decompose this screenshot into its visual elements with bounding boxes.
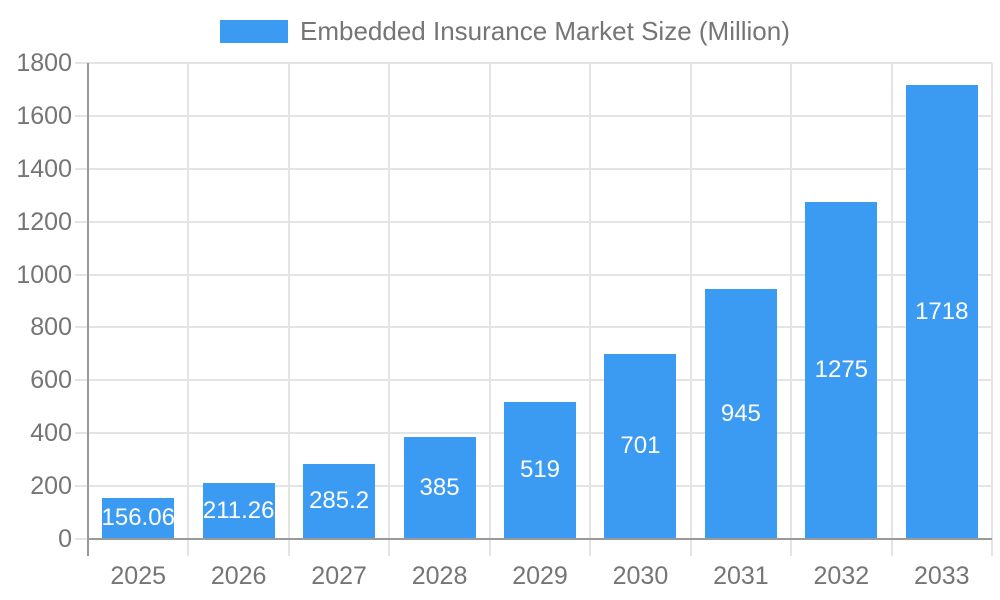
gridline-y-1400 — [88, 167, 992, 170]
x-axis-tick-9 — [991, 539, 993, 556]
y-axis-tick-200 — [75, 485, 88, 488]
x-axis-label-2031: 2031 — [713, 562, 769, 590]
bar-2028[interactable]: 385 — [403, 437, 476, 539]
y-axis-label-800: 800 — [30, 313, 72, 342]
bar-value-label-2033: 1718 — [915, 297, 969, 325]
bar-2027[interactable]: 285.2 — [303, 463, 376, 539]
y-axis-tick-1400 — [75, 167, 88, 170]
legend-swatch — [220, 19, 288, 43]
bar-value-label-2028: 385 — [419, 474, 460, 502]
bar-value-label-2032: 1275 — [814, 356, 869, 384]
gridline-y-1600 — [88, 114, 992, 117]
bar-value-label-2031: 945 — [720, 400, 761, 428]
bar-2033[interactable]: 1718 — [905, 84, 978, 539]
gridline-y-800 — [88, 326, 992, 329]
y-axis-tick-400 — [75, 432, 88, 435]
gridline-y-1000 — [88, 273, 992, 276]
bar-value-label-2025: 156.06 — [101, 504, 175, 532]
x-axis-label-2032: 2032 — [813, 562, 870, 590]
y-axis-label-1600: 1600 — [16, 101, 72, 130]
gridline-y-600 — [88, 379, 992, 382]
bar-2032[interactable]: 1275 — [805, 201, 878, 539]
bar-2025[interactable]: 156.06 — [101, 497, 175, 539]
y-axis-label-1000: 1000 — [16, 260, 72, 289]
y-axis-label-1800: 1800 — [16, 49, 72, 77]
gridline-x-9 — [991, 63, 993, 539]
gridline-y-1800 — [88, 62, 992, 64]
y-axis-tick-800 — [75, 326, 88, 329]
y-axis-tick-1800 — [75, 62, 88, 64]
y-axis-label-600: 600 — [30, 366, 72, 395]
y-axis-label-400: 400 — [30, 419, 72, 448]
bar-2026[interactable]: 211.26 — [202, 483, 275, 539]
gridline-x-6 — [689, 63, 692, 539]
x-axis-tick-4 — [488, 539, 491, 556]
x-axis-line — [87, 538, 992, 540]
x-axis-label-2028: 2028 — [411, 562, 468, 590]
x-axis-label-2030: 2030 — [612, 562, 669, 590]
y-axis-tick-1000 — [75, 273, 88, 276]
y-axis-tick-1200 — [75, 220, 88, 223]
x-axis-label-2026: 2026 — [210, 562, 267, 590]
legend-item[interactable]: Embedded Insurance Market Size (Million) — [220, 15, 790, 46]
gridline-x-5 — [589, 63, 592, 539]
bar-value-label-2030: 701 — [620, 432, 661, 460]
gridline-x-4 — [488, 63, 491, 539]
y-axis-tick-600 — [75, 379, 88, 382]
gridline-x-2 — [287, 63, 290, 539]
y-axis-label-200: 200 — [30, 472, 72, 501]
x-axis-tick-1 — [187, 539, 190, 556]
bar-value-label-2026: 211.26 — [202, 497, 275, 525]
gridline-x-8 — [890, 63, 893, 539]
x-axis-tick-8 — [890, 539, 893, 556]
x-axis-label-2033: 2033 — [913, 562, 970, 590]
x-axis-tick-5 — [589, 539, 592, 556]
bar-value-label-2027: 285.2 — [309, 487, 370, 515]
gridline-y-1200 — [88, 220, 992, 223]
y-axis-line — [87, 63, 89, 556]
bar-2029[interactable]: 519 — [504, 401, 576, 539]
bar-2030[interactable]: 701 — [604, 353, 677, 539]
gridline-x-3 — [388, 63, 391, 539]
y-axis-label-1400: 1400 — [16, 154, 72, 183]
y-axis-tick-0 — [75, 538, 88, 540]
legend-label: Embedded Insurance Market Size (Million) — [300, 15, 790, 46]
x-axis-label-2029: 2029 — [512, 562, 568, 590]
x-axis-label-2025: 2025 — [110, 562, 167, 590]
gridline-x-1 — [187, 63, 190, 539]
bar-2031[interactable]: 945 — [704, 289, 777, 539]
y-axis-label-0: 0 — [58, 525, 72, 553]
y-axis-tick-1600 — [75, 114, 88, 117]
x-axis-tick-3 — [388, 539, 391, 556]
bar-value-label-2029: 519 — [519, 456, 561, 484]
x-axis-label-2027: 2027 — [311, 562, 367, 590]
x-axis-tick-6 — [689, 539, 692, 556]
x-axis-tick-7 — [790, 539, 793, 556]
y-axis-label-1200: 1200 — [16, 207, 72, 236]
gridline-x-7 — [790, 63, 793, 539]
x-axis-tick-2 — [287, 539, 290, 556]
